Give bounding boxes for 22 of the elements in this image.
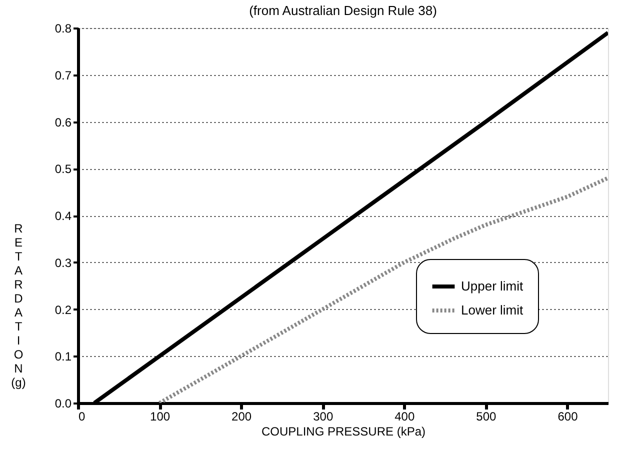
y-tick-label: 0.2: [54, 302, 72, 317]
x-tick-label: 100: [150, 410, 170, 424]
x-tick-label: 200: [232, 410, 252, 424]
chart-title: (from Australian Design Rule 38): [249, 3, 437, 18]
x-tick-label: 600: [558, 410, 578, 424]
y-tick-label: 0.4: [54, 209, 72, 223]
x-tick-label: 500: [476, 410, 497, 424]
y-tick-label: 0.6: [54, 115, 72, 130]
text: RETARDATION (g): [11, 222, 26, 390]
y-tick-label: 0.5: [54, 162, 72, 176]
legend-label: Lower limit: [461, 302, 524, 318]
x-axis-title: COUPLING PRESSURE (kPa): [261, 424, 426, 438]
line-series: [158, 176, 608, 403]
x-tick-label: 300: [313, 410, 334, 424]
y-tick-label: 0.3: [54, 256, 72, 270]
x-tick-label: 0: [78, 410, 86, 424]
y-tick-label: 0.0: [54, 396, 72, 410]
legend-label: Upper limit: [461, 278, 524, 294]
y-tick-label: 0.8: [54, 22, 72, 36]
y-tick-label: 0.1: [54, 350, 72, 364]
x-tick-label: 400: [394, 410, 415, 424]
y-tick-label: 0.7: [54, 68, 72, 82]
